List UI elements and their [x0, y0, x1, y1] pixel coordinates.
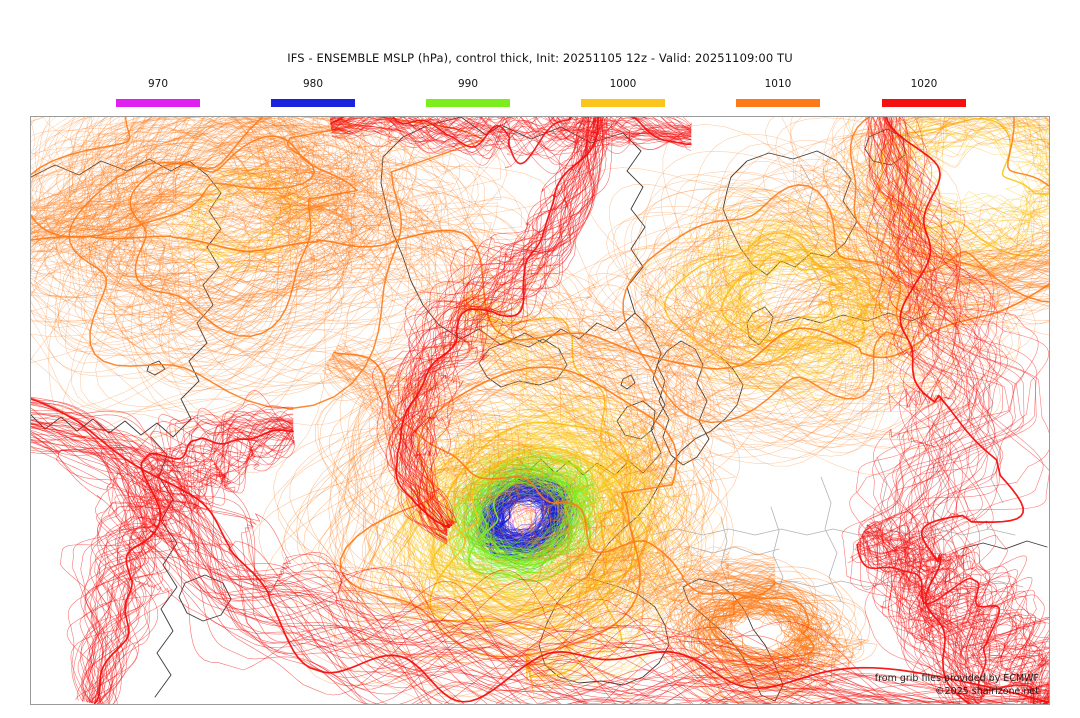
basemap-coastlines [31, 117, 1048, 702]
legend-entry-1000: 1000 [563, 78, 683, 107]
chart-title: IFS - ENSEMBLE MSLP (hPa), control thick… [287, 51, 793, 65]
legend-label: 990 [457, 78, 479, 90]
legend-label: 970 [147, 78, 169, 90]
attribution-copyright: ©2025 shairizone.net [935, 686, 1039, 697]
legend-entry-990: 990 [408, 78, 528, 107]
map-plot-area[interactable]: from grib files provided by ECMWF ©2025 … [30, 116, 1050, 705]
attribution: from grib files provided by ECMWF ©2025 … [875, 672, 1039, 698]
legend-swatch [426, 99, 510, 107]
legend-entry-1010: 1010 [718, 78, 838, 107]
legend-entry-1020: 1020 [864, 78, 984, 107]
legend-label: 980 [302, 78, 324, 90]
legend-label: 1020 [910, 78, 938, 90]
legend-label: 1010 [764, 78, 792, 90]
contour-level-legend: 970 980 990 1000 1010 1020 [0, 78, 1080, 108]
legend-entry-970: 970 [98, 78, 218, 107]
legend-swatch [736, 99, 820, 107]
legend-swatch [116, 99, 200, 107]
legend-label: 1000 [609, 78, 637, 90]
legend-swatch [882, 99, 966, 107]
legend-swatch [271, 99, 355, 107]
legend-swatch [581, 99, 665, 107]
attribution-source: from grib files provided by ECMWF [874, 673, 1039, 684]
legend-entry-980: 980 [253, 78, 373, 107]
